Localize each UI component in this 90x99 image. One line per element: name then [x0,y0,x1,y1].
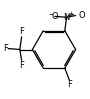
Text: O: O [52,12,58,21]
Text: N: N [63,13,70,22]
Text: −: − [48,11,53,16]
Text: F: F [67,80,72,89]
Text: O: O [78,11,85,20]
Text: F: F [3,44,8,53]
Text: F: F [19,27,24,36]
Text: F: F [19,61,24,70]
Text: +: + [68,11,73,16]
